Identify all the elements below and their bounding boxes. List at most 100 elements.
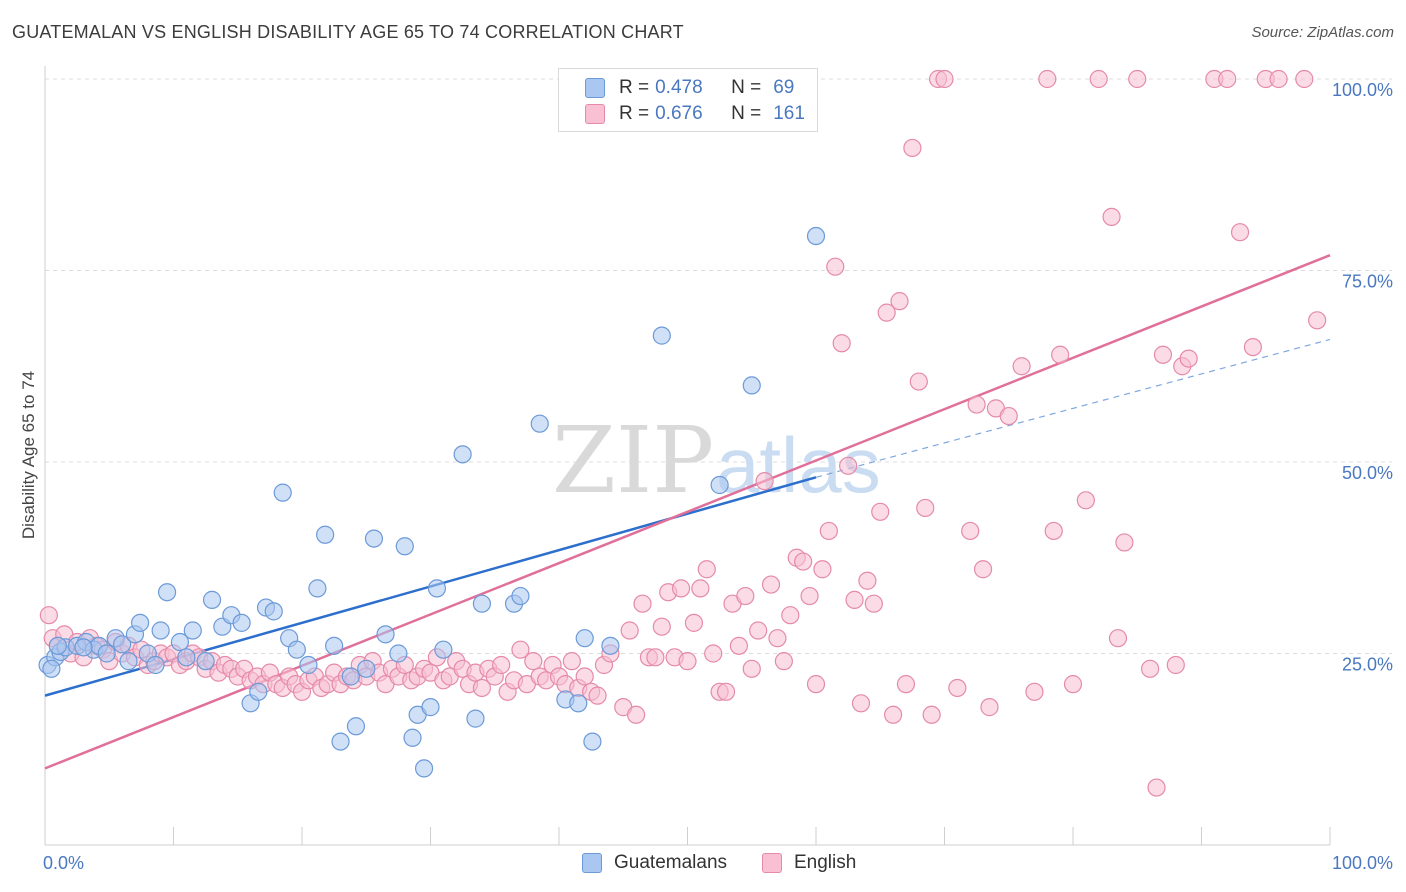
english-point [922,705,941,724]
guatemalans-legend-swatch [582,853,602,873]
english-point [909,372,928,391]
guatemalan-point [453,445,472,464]
english-point [826,257,845,276]
guatemalan-point [151,621,170,640]
guatemalan-point [264,602,283,621]
guatemalan-point [403,728,422,747]
guatemalans-swatch [585,78,605,98]
guatemalan-point [472,594,491,613]
english-point [1230,223,1250,242]
r-value: 0.478 [655,77,703,98]
english-point [819,521,838,541]
english-point [877,303,896,322]
english-point [588,686,607,705]
guatemalan-point [183,621,202,640]
english-point [1115,533,1134,552]
english-point [794,552,813,571]
english-legend-swatch [762,853,782,873]
watermark: ZIP atlas [552,407,881,514]
english-point [1140,659,1160,678]
english-point [716,682,736,701]
guatemalan-point [74,638,93,657]
guatemalans-trendline-extension [815,338,1331,478]
english-point [871,502,890,521]
y-tick-label: 100.0% [1332,80,1393,100]
english-trendline [44,254,1331,770]
english-point [800,586,819,606]
english-point [813,560,832,579]
y-axis-label: Disability Age 65 to 74 [19,371,38,539]
english-point [774,652,793,671]
english-point [845,590,864,609]
y-tick-label: 25.0% [1342,655,1393,675]
r-label: R = [619,103,650,124]
guatemalan-point [325,636,344,655]
english-point [1038,69,1057,89]
guatemalan-point [530,414,549,433]
guatemalan-point [119,652,138,671]
y-tick-label: 50.0% [1342,463,1393,483]
watermark-zip: ZIP [552,407,714,514]
guatemalan-point [652,326,671,345]
stats-legend-row-english: R = 0.676 N = 161 [585,102,805,126]
english-point [691,579,710,598]
guatemalan-point [273,483,292,502]
guatemalan-point [177,648,196,667]
english-point [729,636,749,655]
guatemalan-point [376,625,395,644]
guatemalan-point [299,655,318,675]
guatemalan-point [364,529,384,548]
n-value: 69 [773,77,795,98]
english-point [999,406,1018,426]
english-point [1044,521,1063,541]
english-point [620,621,639,640]
y-tick-label: 75.0% [1342,272,1393,292]
english-point [511,640,530,659]
guatemalan-point [389,644,408,663]
english-point [967,395,986,414]
guatemalan-point [232,613,251,632]
guatemalan-point [157,583,177,602]
english-point [492,655,511,675]
english-point [916,498,935,518]
english-point [633,594,652,613]
n-label: N = [731,77,762,98]
guatemalan-point [97,644,116,663]
english-point [903,138,922,158]
english-point [1308,311,1327,330]
guatemalan-point [357,659,376,678]
guatemalan-point [331,732,350,751]
english-point [768,629,787,648]
english-point [839,456,858,475]
english-point [1051,345,1070,364]
stats-legend-row-guatemalans: R = 0.478 N = 69 [585,76,794,100]
guatemalan-point [346,717,366,736]
english-point [472,678,491,698]
legend-label-guatemalans: Guatemalans [614,852,728,873]
guatemalan-point [249,682,268,701]
english-point [973,560,993,579]
english-point [736,586,755,606]
english-point [1108,629,1128,648]
guatemalan-point [196,652,215,671]
guatemalan-point [742,376,761,395]
english-point [39,606,58,625]
english-point [980,698,999,717]
english-point [1179,349,1198,368]
english-point [755,472,774,491]
english-point [761,575,781,594]
english-point [1166,655,1185,675]
guatemalan-point [421,698,440,717]
english-point [1089,69,1108,89]
english-point [678,652,697,671]
english-point [1076,491,1095,510]
guatemalan-point [316,525,335,544]
english-point [1153,345,1173,364]
guatemalan-point [112,635,132,654]
guatemalan-point [341,667,360,686]
english-point [1243,338,1263,357]
guatemalan-point [48,636,67,655]
english-point [864,594,883,613]
english-point [704,644,723,663]
legend-item-english: English [762,852,856,874]
